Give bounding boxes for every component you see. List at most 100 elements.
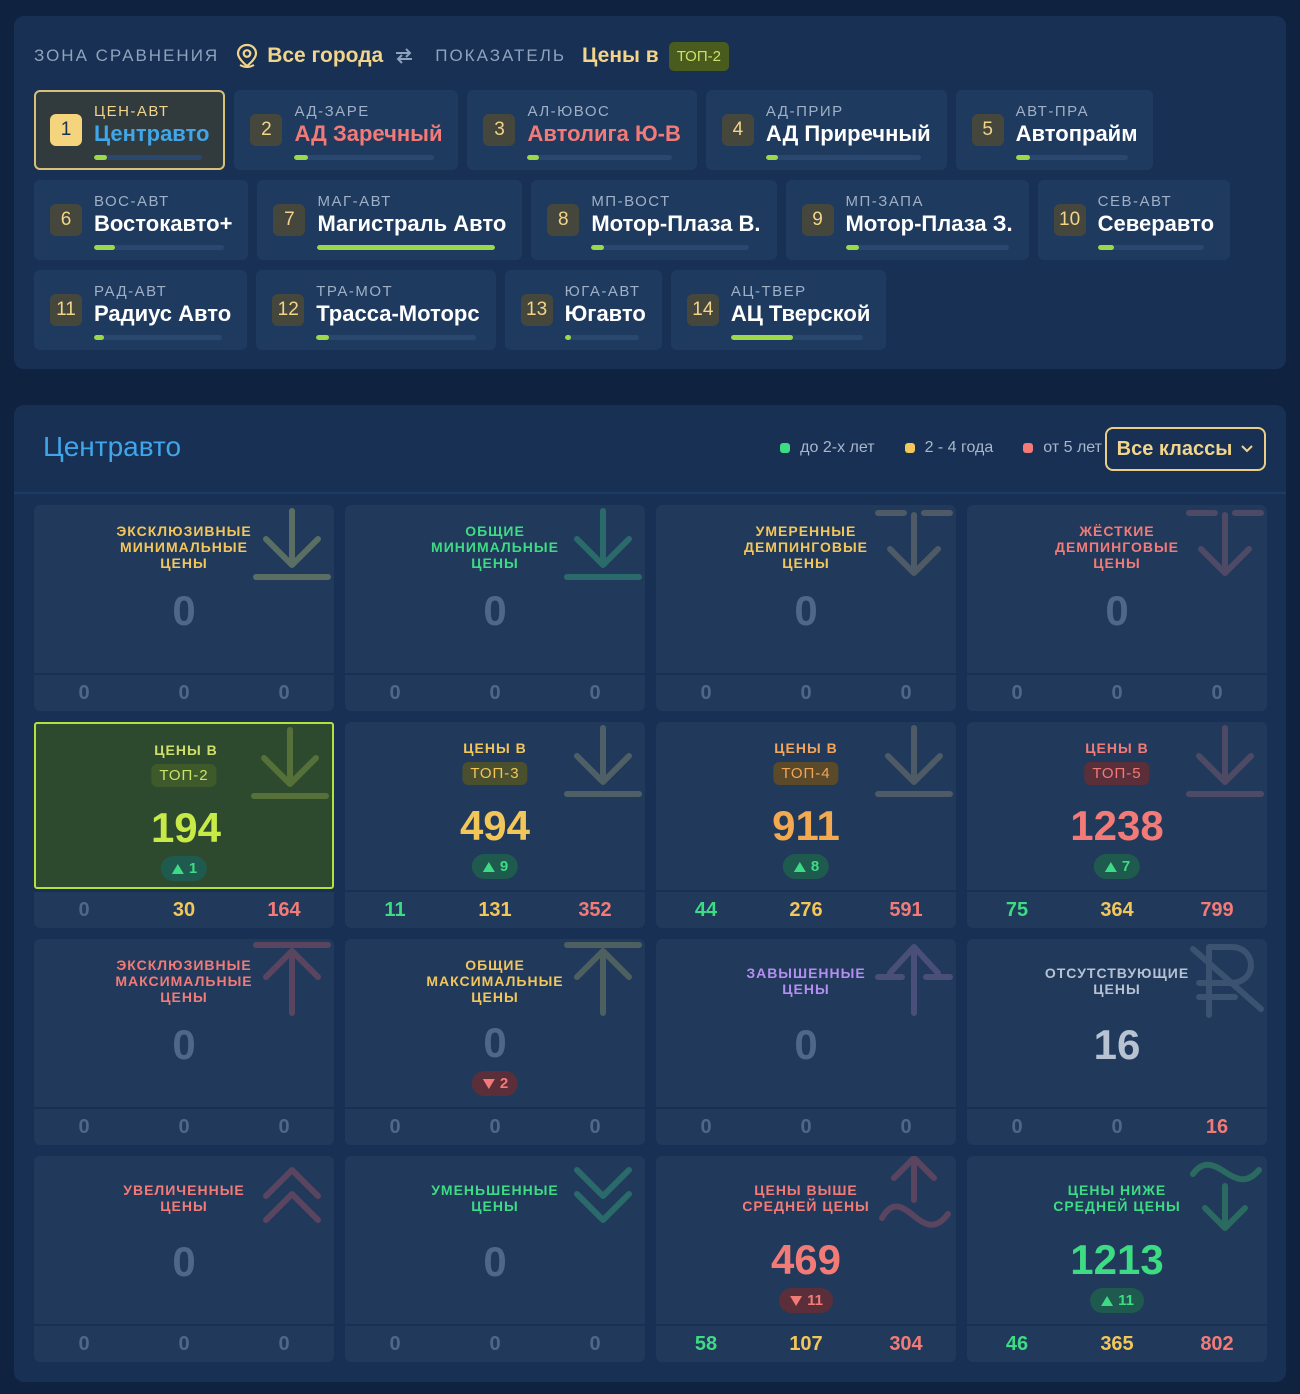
card-title-line: ОБЩИЕ <box>465 957 525 973</box>
card-title: УМЕРЕННЫЕ ДЕМПИНГОВЫЕ ЦЕНЫ <box>656 523 956 571</box>
dealer-progress-bar <box>845 244 1009 250</box>
age-breakdown-value: 58 <box>694 1333 718 1355</box>
dealer-progress-fill <box>1097 244 1114 250</box>
chevrons-up-icon <box>263 1167 321 1223</box>
dealer-name: Центравто <box>94 120 210 146</box>
indicator-select[interactable]: Цены в <box>582 44 659 67</box>
swap-icon[interactable] <box>393 45 415 67</box>
card-title: УВЕЛИЧЕННЫЕ ЦЕНЫ <box>34 1182 334 1214</box>
metric-card[interactable]: УМЕНЬШЕННЫЕ ЦЕНЫ 0 0 0 0 <box>345 1156 645 1362</box>
card-body: УВЕЛИЧЕННЫЕ ЦЕНЫ 0 <box>34 1156 334 1324</box>
triangle-up-icon <box>793 861 806 872</box>
triangle-down-icon <box>790 1295 803 1306</box>
dealer-number: 2 <box>250 114 283 146</box>
chevrons-down-icon <box>574 1167 632 1223</box>
age-breakdown-value: 107 <box>789 1333 823 1355</box>
card-value: 1213 <box>1070 1236 1164 1283</box>
card-title-line: ЦЕНЫ В <box>463 740 527 756</box>
dealer-name: Радиус Авто <box>94 300 232 326</box>
metric-card[interactable]: ОБЩИЕ МИНИМАЛЬНЫЕ ЦЕНЫ 0 0 0 0 <box>345 505 645 711</box>
dealer-card-6[interactable]: 6 ВОС-АВТ Востокавто+ <box>34 180 249 260</box>
dealer-card-5[interactable]: 5 АВТ-ПРА Автопрайм <box>955 90 1154 170</box>
dealer-card-4[interactable]: 4 АД-ПРИР АД Приречный <box>705 90 947 170</box>
chevron-down-icon <box>1241 445 1254 453</box>
metric-card[interactable]: ЖЁСТКИЕ ДЕМПИНГОВЫЕ ЦЕНЫ 0 0 0 0 <box>967 505 1267 711</box>
card-body: УМЕРЕННЫЕ ДЕМПИНГОВЫЕ ЦЕНЫ 0 <box>656 505 956 673</box>
metric-card[interactable]: ЦЕНЫ В ТОП-2 194 1 0 30 164 <box>34 722 334 928</box>
card-value: 494 <box>459 802 531 849</box>
card-title: ЦЕНЫ ВЫШЕ СРЕДНЕЙ ЦЕНЫ <box>656 1182 956 1214</box>
metric-card[interactable]: ЦЕНЫ НИЖЕ СРЕДНЕЙ ЦЕНЫ 1213 11 46 365 802 <box>967 1156 1267 1362</box>
metric-card[interactable]: ЭКСКЛЮЗИВНЫЕ МИНИМАЛЬНЫЕ ЦЕНЫ 0 0 0 0 <box>34 505 334 711</box>
age-breakdown-value: 365 <box>1100 1333 1134 1355</box>
dealer-card-3[interactable]: 3 АЛ-ЮВОС Автолига Ю-В <box>467 90 697 170</box>
dealer-progress-fill <box>94 154 107 160</box>
card-title: ЦЕНЫ В <box>967 740 1267 756</box>
card-body: ЭКСКЛЮЗИВНЫЕ МАКСИМАЛЬНЫЕ ЦЕНЫ 0 <box>34 939 334 1107</box>
legend-dot <box>1023 443 1034 453</box>
age-breakdown-value: 0 <box>1111 1116 1123 1138</box>
classes-dropdown[interactable]: Все классы <box>1105 427 1266 471</box>
metric-card[interactable]: ЦЕНЫ В ТОП-3 494 9 11 131 352 <box>345 722 645 928</box>
dealer-name: Мотор-Плаза В. <box>591 210 761 236</box>
card-title-line: МИНИМАЛЬНЫЕ <box>431 539 559 555</box>
metric-card[interactable]: УВЕЛИЧЕННЫЕ ЦЕНЫ 0 0 0 0 <box>34 1156 334 1362</box>
arrow-down-bar-icon <box>253 508 331 580</box>
metric-card[interactable]: ОБЩИЕ МАКСИМАЛЬНЫЕ ЦЕНЫ 0 2 0 0 0 <box>345 939 645 1145</box>
dealer-info: ЮГА-АВТ Югавто <box>564 270 646 350</box>
metric-card[interactable]: УМЕРЕННЫЕ ДЕМПИНГОВЫЕ ЦЕНЫ 0 0 0 0 <box>656 505 956 711</box>
ruble-crossed-icon <box>1190 944 1264 1018</box>
card-delta-value: 1 <box>188 860 198 877</box>
card-age-breakdown: 46 365 802 <box>967 1326 1267 1362</box>
dealer-card-11[interactable]: 11 РАД-АВТ Радиус Авто <box>34 270 248 350</box>
age-breakdown-value: 0 <box>700 1116 712 1138</box>
dealer-card-7[interactable]: 7 МАГ-АВТ Магистраль Авто <box>257 180 523 260</box>
dealer-number: 10 <box>1053 204 1086 236</box>
card-title: УМЕНЬШЕННЫЕ ЦЕНЫ <box>345 1182 645 1214</box>
metric-card[interactable]: ЦЕНЫ ВЫШЕ СРЕДНЕЙ ЦЕНЫ 469 11 58 107 304 <box>656 1156 956 1362</box>
legend-label: 2 - 4 года <box>924 439 994 456</box>
card-value: 0 <box>483 1238 507 1285</box>
dealer-card-14[interactable]: 14 АЦ-ТВЕР АЦ Тверской <box>670 270 887 350</box>
card-body: ЖЁСТКИЕ ДЕМПИНГОВЫЕ ЦЕНЫ 0 <box>967 505 1267 673</box>
metric-card[interactable]: ЦЕНЫ В ТОП-4 911 8 44 276 591 <box>656 722 956 928</box>
card-age-breakdown: 0 30 164 <box>34 892 334 928</box>
metrics-grid: ЭКСКЛЮЗИВНЫЕ МИНИМАЛЬНЫЕ ЦЕНЫ 0 0 0 0 ОБЩИЕ МИНИ… <box>34 505 1267 1362</box>
metric-card[interactable]: ЭКСКЛЮЗИВНЫЕ МАКСИМАЛЬНЫЕ ЦЕНЫ 0 0 0 0 <box>34 939 334 1145</box>
dealer-progress-fill <box>317 244 496 250</box>
metric-card[interactable]: ЗАВЫШЕННЫЕ ЦЕНЫ 0 0 0 0 <box>656 939 956 1145</box>
dealer-code: СЕВ-АВТ <box>1097 192 1173 210</box>
dealer-card-9[interactable]: 9 МП-ЗАПА Мотор-Плаза З. <box>785 180 1029 260</box>
age-breakdown-value: 0 <box>178 682 190 704</box>
dealer-card-13[interactable]: 13 ЮГА-АВТ Югавто <box>504 270 662 350</box>
age-breakdown-value: 352 <box>578 899 612 921</box>
age-breakdown-value: 0 <box>78 1116 90 1138</box>
filter-row: ЗОНА СРАВНЕНИЯ Все города ПОКАЗАТЕЛЬ Цен… <box>34 40 729 72</box>
arrow-down-double-bar-icon <box>1186 510 1264 576</box>
dealer-info: АД-ПРИР АД Приречный <box>765 90 931 170</box>
dealer-info: АД-ЗАРЕ АД Заречный <box>294 90 442 170</box>
card-title-line: ЦЕНЫ <box>160 989 208 1005</box>
card-title: ЭКСКЛЮЗИВНЫЕ МАКСИМАЛЬНЫЕ ЦЕНЫ <box>34 957 334 1005</box>
dealer-card-2[interactable]: 2 АД-ЗАРЕ АД Заречный <box>234 90 459 170</box>
card-title-line: ЦЕНЫ <box>471 989 519 1005</box>
age-breakdown-value: 30 <box>172 899 196 921</box>
zone-select[interactable]: Все города <box>267 44 384 67</box>
metric-card[interactable]: ОТСУТСТВУЮЩИЕ ЦЕНЫ 16 0 0 16 <box>967 939 1267 1145</box>
card-title: ЦЕНЫ В <box>656 740 956 756</box>
card-title-line: ЦЕНЫ <box>782 981 830 997</box>
dealer-card-10[interactable]: 10 СЕВ-АВТ Северавто <box>1037 180 1231 260</box>
dealer-card-12[interactable]: 12 ТРА-МОТ Трасса-Моторс <box>256 270 496 350</box>
dealer-code: АД-ЗАРЕ <box>294 102 370 120</box>
age-breakdown-value: 0 <box>1111 682 1123 704</box>
divider <box>14 492 1286 494</box>
card-delta-value: 11 <box>1118 1292 1134 1309</box>
card-value: 194 <box>150 804 222 851</box>
triangle-up-icon <box>171 863 184 874</box>
metric-card[interactable]: ЦЕНЫ В ТОП-5 1238 7 75 364 799 <box>967 722 1267 928</box>
card-body: ОБЩИЕ МИНИМАЛЬНЫЕ ЦЕНЫ 0 <box>345 505 645 673</box>
indicator-badge[interactable]: ТОП-2 <box>668 41 729 71</box>
dealer-card-8[interactable]: 8 МП-ВОСТ Мотор-Плаза В. <box>531 180 777 260</box>
dealer-card-1[interactable]: 1 ЦЕН-АВТ Центравто <box>34 90 226 170</box>
age-breakdown-value: 0 <box>178 1333 190 1355</box>
